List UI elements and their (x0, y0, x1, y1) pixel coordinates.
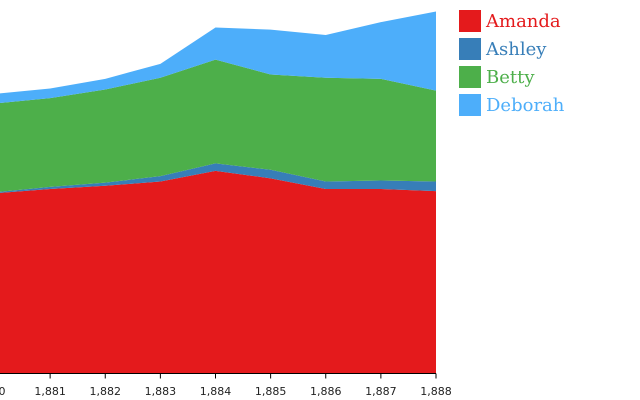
x-tick-label: 1,887 (365, 385, 397, 398)
x-tick-label: 1,888 (420, 385, 452, 398)
legend-label-amanda: Amanda (485, 11, 561, 32)
legend-label-ashley: Ashley (485, 39, 547, 60)
area-series-deborah (0, 11, 436, 103)
x-tick-label: 1,885 (255, 385, 287, 398)
x-tick-label: 1,881 (34, 385, 66, 398)
legend-label-deborah: Deborah (486, 95, 565, 116)
legend-swatch-deborah (459, 94, 481, 116)
x-tick-label: 1,884 (200, 385, 232, 398)
legend: Amanda Ashley Betty Deborah (459, 10, 565, 116)
legend-label-betty: Betty (486, 67, 535, 88)
x-tick-label: 1,882 (90, 385, 122, 398)
x-tick-label: 1,886 (310, 385, 342, 398)
legend-swatch-ashley (459, 38, 481, 60)
area-layer (0, 11, 436, 373)
x-tick-label: 1,883 (145, 385, 177, 398)
area-series-ashley (0, 163, 436, 193)
x-tick-label: 0 (0, 385, 6, 398)
legend-swatch-betty (459, 66, 481, 88)
area-series-betty (0, 59, 436, 192)
area-series-amanda (0, 170, 436, 373)
x-axis: 0 1,881 1,882 1,883 1,884 1,885 1,886 1,887 1,88… (0, 373, 452, 398)
legend-swatch-amanda (459, 10, 481, 32)
